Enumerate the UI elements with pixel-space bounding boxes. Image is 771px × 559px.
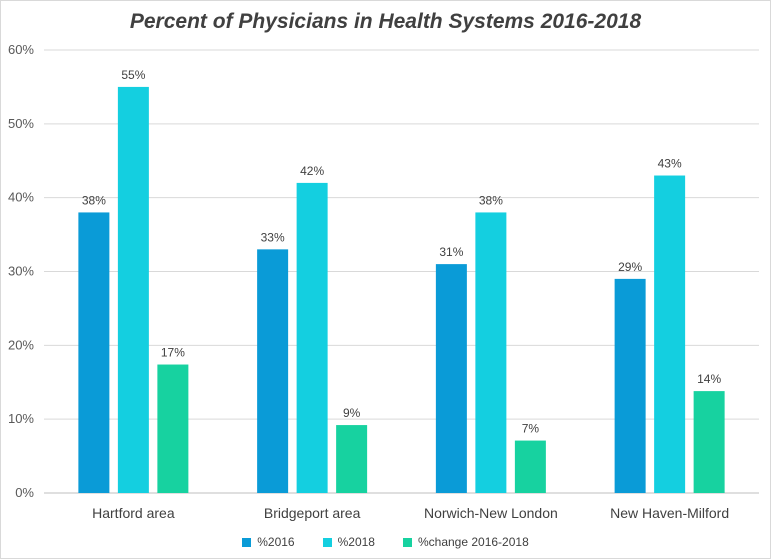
chart-title: Percent of Physicians in Health Systems … <box>129 10 642 33</box>
data-label: 31% <box>439 245 463 259</box>
legend-item: %change 2016-2018 <box>402 535 529 549</box>
data-label: 17% <box>161 346 185 360</box>
bar <box>514 440 546 493</box>
bar <box>693 391 725 493</box>
y-tick-label: 20% <box>8 337 34 352</box>
bar <box>157 364 189 493</box>
y-tick-label: 30% <box>8 264 34 279</box>
bar <box>117 86 149 494</box>
legend-item: %2018 <box>322 535 375 549</box>
bar <box>435 264 467 493</box>
data-label: 42% <box>300 164 324 178</box>
y-tick-label: 40% <box>8 190 34 205</box>
data-label: 14% <box>697 372 721 386</box>
legend-swatch <box>242 537 252 547</box>
bar <box>614 278 646 493</box>
y-tick-label: 0% <box>15 485 34 500</box>
legend-swatch <box>402 537 412 547</box>
bar <box>336 425 368 493</box>
data-label: 55% <box>121 68 145 82</box>
data-label: 29% <box>618 260 642 274</box>
data-label: 33% <box>261 230 285 244</box>
data-label: 38% <box>479 193 503 207</box>
x-category-label: New Haven-Milford <box>610 505 729 521</box>
data-label: 38% <box>82 193 106 207</box>
legend-item: %2016 <box>242 535 295 549</box>
y-tick-label: 60% <box>8 42 34 57</box>
bar <box>257 249 289 493</box>
legend-swatch <box>322 537 332 547</box>
legend-label: %2018 <box>337 535 375 549</box>
x-category-label: Bridgeport area <box>264 505 361 521</box>
data-label: 7% <box>522 422 540 436</box>
bar <box>475 212 507 493</box>
legend-label: %change 2016-2018 <box>417 535 529 549</box>
legend: %2016 %2018 %change 2016-2018 <box>1 535 770 549</box>
bar <box>654 175 686 493</box>
y-tick-label: 10% <box>8 411 34 426</box>
bar <box>296 182 328 493</box>
x-category-label: Hartford area <box>92 505 175 521</box>
x-category-label: Norwich-New London <box>424 505 558 521</box>
data-label: 9% <box>343 406 361 420</box>
legend-label: %2016 <box>257 535 295 549</box>
y-tick-label: 50% <box>8 116 34 131</box>
bar <box>78 212 110 493</box>
data-label: 43% <box>658 157 682 171</box>
